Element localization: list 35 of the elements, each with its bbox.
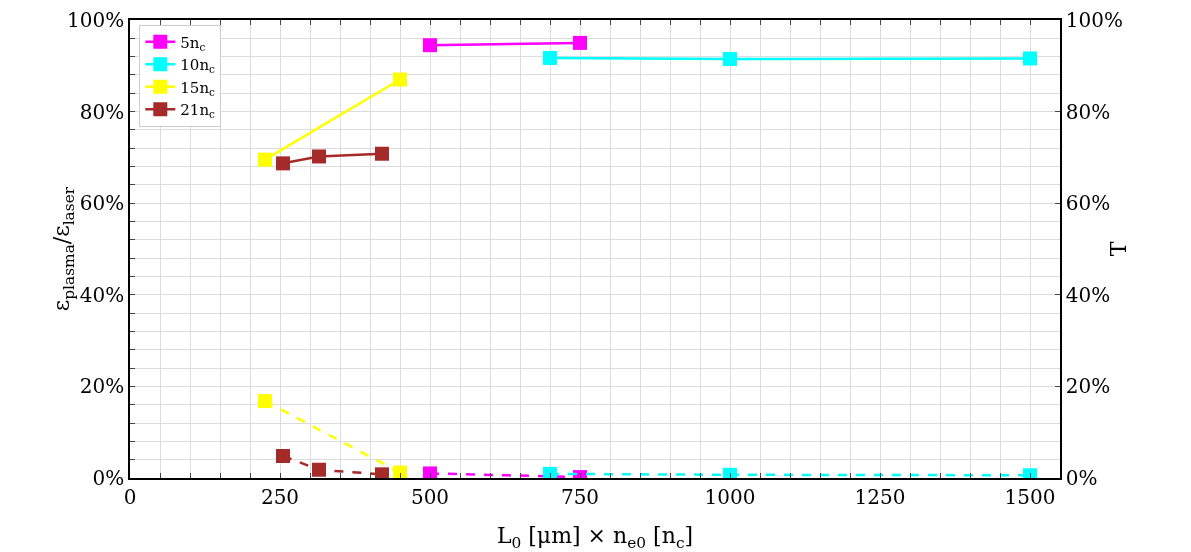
y2-tick-label: 100% [1065,8,1123,32]
point [258,152,272,167]
x-tick-label: 500 [410,484,450,509]
y-tick-label: 40% [79,282,125,307]
legend-label: 10n$_{c}$ [180,56,216,76]
legend-label: 15n$_{c}$ [180,78,216,98]
x-axis-title: L$_{0}$ [μm] × n$_{e0}$ [n$_{c}$] [496,523,694,552]
point [393,72,407,87]
legend-label: 21n$_{c}$ [180,101,216,121]
x-tick-label: 1000 [704,484,756,509]
x-tick-label: 1250 [854,484,906,509]
point [1023,51,1037,66]
point [276,156,290,171]
point [375,146,389,161]
y2-tick-label: 40% [1065,282,1111,307]
y-tick-label: 20% [79,374,125,399]
y-tick-label: 60% [79,191,125,216]
x-tick-label: 0 [123,484,137,509]
y2-axis-title: T [1105,241,1131,257]
x-tick-label: 250 [260,484,300,509]
y2-tick-label: 60% [1065,191,1111,216]
point [423,38,437,53]
point [312,149,326,164]
y2-tick-label: 80% [1065,99,1111,124]
y2-tick-label: 0% [1065,466,1098,490]
y-tick-label: 80% [79,99,125,124]
x-tick-label: 1500 [1004,484,1056,509]
y2-tick-label: 20% [1065,374,1111,399]
y-tick-label: 100% [67,8,125,32]
legend-label: 5n$_{c}$ [180,33,206,53]
point [723,51,737,66]
point [543,51,557,66]
x-tick-label: 750 [560,484,600,509]
point [573,35,587,50]
y-tick-label: 0% [92,466,125,490]
